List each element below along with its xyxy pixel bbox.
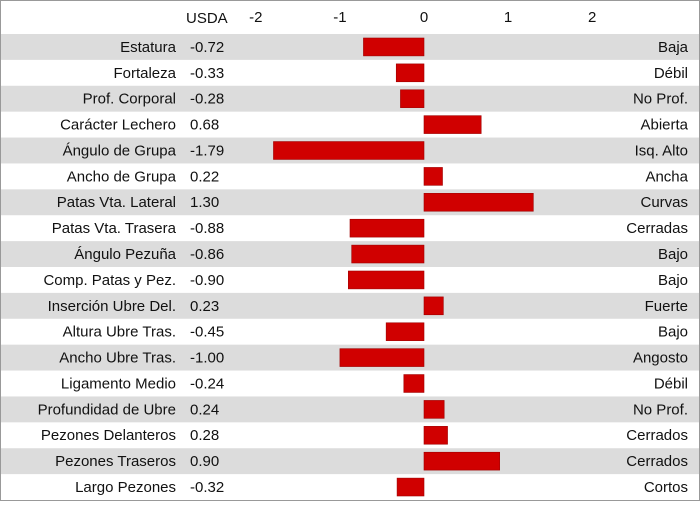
x-tick-label: 0	[420, 9, 428, 26]
value-label: -0.45	[190, 324, 224, 341]
bar	[339, 348, 425, 367]
bar	[403, 374, 425, 393]
descriptor-label: Ancha	[645, 168, 688, 185]
descriptor-label: Débil	[654, 375, 688, 392]
category-label: Ancho de Grupa	[67, 168, 177, 185]
bar	[423, 193, 534, 212]
category-label: Altura Ubre Tras.	[63, 324, 176, 341]
category-label: Patas Vta. Lateral	[57, 194, 176, 211]
bar	[363, 37, 425, 57]
bar	[423, 167, 443, 186]
descriptor-label: Fuerte	[645, 298, 688, 315]
value-label: 0.90	[190, 453, 219, 470]
category-label: Ángulo de Grupa	[63, 142, 177, 159]
descriptor-label: Cerrados	[626, 453, 688, 470]
row-band	[0, 448, 700, 475]
value-label: -0.33	[190, 65, 224, 82]
value-label: 0.68	[190, 117, 219, 134]
descriptor-label: Baja	[658, 39, 689, 56]
category-label: Profundidad de Ubre	[38, 401, 176, 418]
value-label: 1.30	[190, 194, 219, 211]
row-band	[0, 292, 700, 319]
bar	[423, 115, 482, 134]
x-tick-label: 1	[504, 9, 512, 26]
category-label: Pezones Delanteros	[41, 427, 176, 444]
descriptor-label: Cerrados	[626, 427, 688, 444]
value-label: 0.23	[190, 298, 219, 315]
bar	[395, 63, 425, 83]
descriptor-label: Abierta	[640, 117, 688, 134]
descriptor-label: Cerradas	[626, 220, 688, 237]
value-label: -1.00	[190, 350, 224, 367]
bar	[273, 141, 425, 160]
row-band	[0, 396, 700, 423]
category-label: Ancho Ubre Tras.	[59, 350, 176, 367]
bar	[423, 400, 445, 419]
category-label: Largo Pezones	[75, 479, 176, 496]
bar	[351, 244, 425, 264]
value-label: 0.22	[190, 168, 219, 185]
value-label: -0.90	[190, 272, 224, 289]
x-tick-label: 2	[588, 9, 596, 26]
descriptor-label: Isq. Alto	[635, 142, 688, 159]
descriptor-label: Curvas	[640, 194, 688, 211]
descriptor-label: Bajo	[658, 272, 688, 289]
x-tick-label: -2	[249, 9, 262, 26]
bar	[400, 89, 425, 108]
value-label: -0.72	[190, 39, 224, 56]
value-label: -0.24	[190, 375, 224, 392]
bar	[423, 451, 500, 471]
value-label: 0.28	[190, 427, 219, 444]
bar	[349, 218, 425, 238]
row-band	[0, 34, 700, 60]
value-label: -0.32	[190, 479, 224, 496]
descriptor-label: Bajo	[658, 324, 688, 341]
bar	[423, 426, 448, 445]
bar	[396, 477, 425, 497]
category-label: Carácter Lechero	[60, 117, 176, 134]
category-label: Pezones Traseros	[55, 453, 176, 470]
category-label: Patas Vta. Trasera	[52, 220, 177, 237]
value-label: -0.86	[190, 246, 224, 263]
row-band	[0, 241, 700, 267]
value-header: USDA	[186, 10, 228, 27]
row-band	[0, 85, 700, 112]
value-label: 0.24	[190, 401, 219, 418]
descriptor-label: Débil	[654, 65, 688, 82]
bar	[385, 322, 425, 341]
category-label: Ligamento Medio	[61, 375, 176, 392]
descriptor-label: No Prof.	[633, 401, 688, 418]
x-tick-label: -1	[333, 9, 346, 26]
category-label: Prof. Corporal	[83, 91, 176, 108]
descriptor-label: No Prof.	[633, 91, 688, 108]
category-label: Comp. Patas y Pez.	[43, 272, 176, 289]
value-label: -0.88	[190, 220, 224, 237]
descriptor-label: Bajo	[658, 246, 688, 263]
row-band	[0, 189, 700, 216]
descriptor-label: Cortos	[644, 479, 688, 496]
category-label: Fortaleza	[113, 65, 176, 82]
bar	[348, 270, 425, 290]
category-label: Inserción Ubre Del.	[48, 298, 176, 315]
descriptor-label: Angosto	[633, 350, 688, 367]
category-label: Estatura	[120, 39, 177, 56]
bar	[423, 296, 444, 316]
value-label: -0.28	[190, 91, 224, 108]
value-label: -1.79	[190, 142, 224, 159]
category-label: Ángulo Pezuña	[74, 246, 176, 263]
